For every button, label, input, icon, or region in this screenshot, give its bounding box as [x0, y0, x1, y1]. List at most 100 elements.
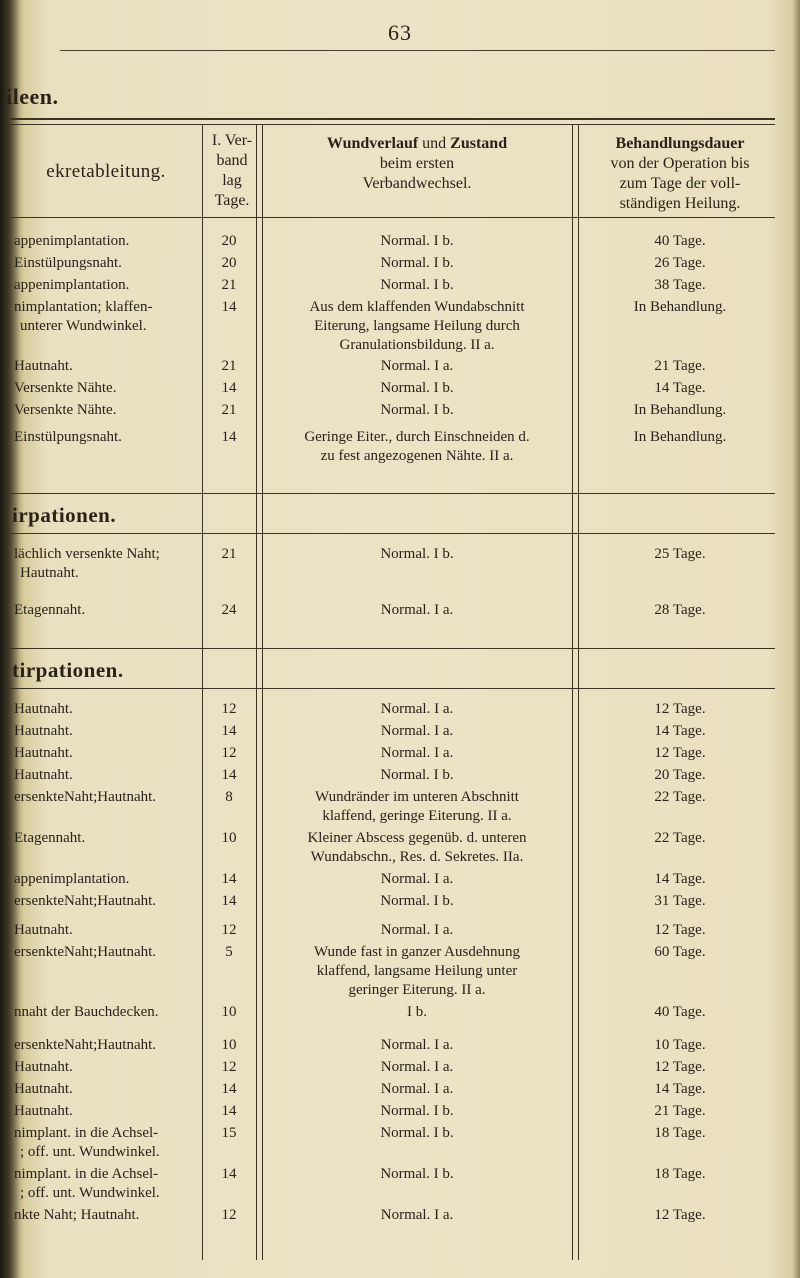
cell-c2: Eiterung, langsame Heilung durch [266, 317, 568, 336]
cell-c: Normal. I a. [266, 1206, 568, 1225]
cell-a: Etagennaht. [14, 601, 200, 620]
cell-c: Normal. I b. [266, 254, 568, 273]
cell-d: In Behandlung. [582, 401, 778, 420]
cell-d: 12 Tage. [582, 1058, 778, 1077]
cell-d: 21 Tage. [582, 357, 778, 376]
col-header-c-l3: Verbandwechsel. [363, 175, 472, 192]
cell-b: 14 [206, 1165, 252, 1184]
col-header-b-l3: lag [222, 172, 242, 189]
cell-d: 18 Tage. [582, 1124, 778, 1143]
col-header-d-l4: ständigen Heilung. [620, 195, 741, 212]
cell-c: Kleiner Abscess gegenüb. d. unteren [266, 829, 568, 848]
cell-b: 14 [206, 298, 252, 317]
col-header-c-bold2: Zustand [450, 135, 507, 152]
cell-d: In Behandlung. [582, 298, 778, 317]
cell-a: ersenkteNaht;Hautnaht. [14, 943, 200, 962]
cell-c: Normal. I a. [266, 1058, 568, 1077]
cell-a: Hautnaht. [14, 700, 200, 719]
cell-b: 21 [206, 276, 252, 295]
cell-a2: ; off. unt. Wundwinkel. [14, 1143, 206, 1162]
page-number: 63 [0, 20, 800, 46]
cell-d: 14 Tage. [582, 722, 778, 741]
cell-c: Normal. I b. [266, 232, 568, 251]
cell-c: Normal. I b. [266, 1102, 568, 1121]
col-header-b-l1: I. Ver- [212, 132, 252, 149]
cell-c: Normal. I a. [266, 1036, 568, 1055]
cell-a: Hautnaht. [14, 722, 200, 741]
cell-c: Normal. I a. [266, 357, 568, 376]
cell-b: 12 [206, 700, 252, 719]
cell-d: 21 Tage. [582, 1102, 778, 1121]
cell-d: 26 Tage. [582, 254, 778, 273]
col-header-d-bold: Behandlungsdauer [616, 135, 745, 152]
cell-b: 14 [206, 1080, 252, 1099]
col-rule-3b [578, 124, 579, 1260]
col-header-c-und: und [418, 135, 450, 152]
cell-a: Hautnaht. [14, 1102, 200, 1121]
cut-heading-ileen: ileen. [6, 84, 59, 110]
cell-d: 40 Tage. [582, 232, 778, 251]
cell-c: Geringe Eiter., durch Einschneiden d. [266, 428, 568, 447]
cell-c: Normal. I a. [266, 744, 568, 763]
col-header-c-l2: beim ersten [380, 155, 454, 172]
cell-b: 21 [206, 401, 252, 420]
cell-b: 10 [206, 829, 252, 848]
cell-a2: ; off. unt. Wundwinkel. [14, 1184, 206, 1203]
cell-a: Hautnaht. [14, 357, 200, 376]
cell-d: 28 Tage. [582, 601, 778, 620]
cell-a: nimplant. in die Achsel- [14, 1124, 200, 1143]
cell-a: Versenkte Nähte. [14, 379, 200, 398]
cell-c: Normal. I a. [266, 1080, 568, 1099]
col-header-c: Wundverlauf und Zustand beim ersten Verb… [266, 134, 568, 194]
cell-d: 12 Tage. [582, 921, 778, 940]
cell-d: 10 Tage. [582, 1036, 778, 1055]
cell-c: Normal. I b. [266, 766, 568, 785]
header-rule-top-2 [10, 124, 775, 125]
cell-d: 14 Tage. [582, 870, 778, 889]
cell-a: nkte Naht; Hautnaht. [14, 1206, 200, 1225]
cell-b: 14 [206, 892, 252, 911]
cell-b: 12 [206, 744, 252, 763]
section-2-top-rule [10, 493, 775, 494]
cell-b: 20 [206, 232, 252, 251]
cell-c3: Granulationsbildung. II a. [266, 336, 568, 355]
cell-d: 12 Tage. [582, 700, 778, 719]
cell-c: Normal. I b. [266, 379, 568, 398]
cell-c: Normal. I b. [266, 1165, 568, 1184]
cell-d: 12 Tage. [582, 1206, 778, 1225]
cell-a: nnaht der Bauchdecken. [14, 1003, 200, 1022]
cell-b: 10 [206, 1003, 252, 1022]
cell-c2: zu fest angezogenen Nähte. II a. [266, 447, 568, 466]
cell-d: In Behandlung. [582, 428, 778, 447]
cell-d: 60 Tage. [582, 943, 778, 962]
cell-a2: Hautnaht. [14, 564, 206, 583]
cell-b: 14 [206, 722, 252, 741]
cell-b: 24 [206, 601, 252, 620]
cell-b: 20 [206, 254, 252, 273]
cell-a: Hautnaht. [14, 766, 200, 785]
cell-c3: geringer Eiterung. II a. [266, 981, 568, 1000]
cell-c: Normal. I a. [266, 870, 568, 889]
cell-d: 22 Tage. [582, 829, 778, 848]
cell-b: 21 [206, 357, 252, 376]
col-header-a: ekretableitung. [16, 160, 196, 184]
col-rule-3a [572, 124, 573, 1260]
cell-d: 22 Tage. [582, 788, 778, 807]
cell-d: 38 Tage. [582, 276, 778, 295]
cell-b: 8 [206, 788, 252, 807]
col-header-a-text: ekretableitung. [46, 161, 165, 182]
section-2-bottom-rule [10, 533, 775, 534]
cell-a: Hautnaht. [14, 744, 200, 763]
cell-b: 14 [206, 1102, 252, 1121]
cell-a: appenimplantation. [14, 276, 200, 295]
cell-c: Normal. I a. [266, 921, 568, 940]
cell-c: Normal. I b. [266, 892, 568, 911]
cell-a: Versenkte Nähte. [14, 401, 200, 420]
cell-d: 40 Tage. [582, 1003, 778, 1022]
cell-b: 14 [206, 428, 252, 447]
col-header-b-l4: Tage. [215, 192, 250, 209]
cell-b: 5 [206, 943, 252, 962]
header-bottom-rule [10, 217, 775, 218]
col-rule-1 [202, 124, 203, 1260]
cell-d: 12 Tage. [582, 744, 778, 763]
